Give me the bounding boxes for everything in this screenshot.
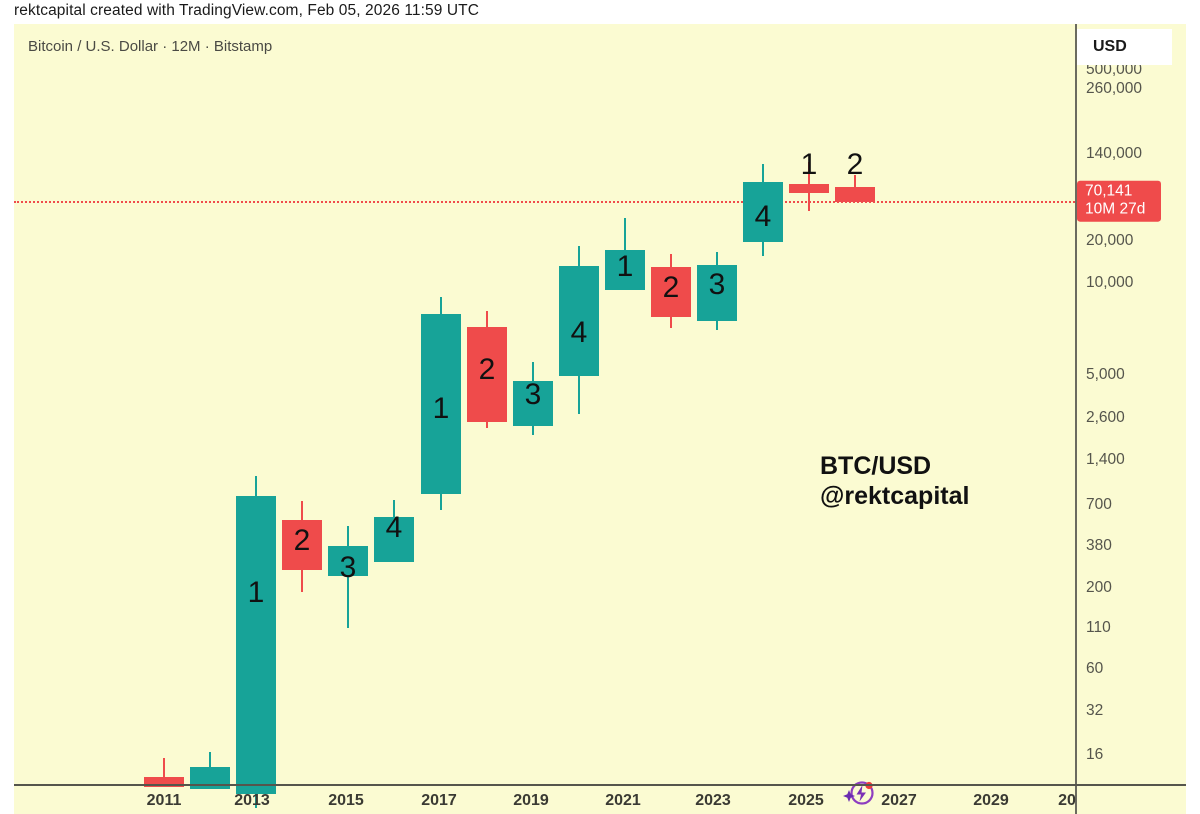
candle-2019[interactable]: 3	[513, 24, 553, 784]
year-tick: 2021	[605, 792, 641, 809]
price-tick: 200	[1086, 579, 1112, 596]
candle-2012[interactable]	[190, 24, 230, 789]
candle-2024[interactable]: 4	[743, 24, 783, 784]
cycle-year-label: 3	[339, 551, 357, 584]
candle-wick	[347, 526, 349, 628]
candle-2018[interactable]: 2	[467, 24, 507, 784]
candle-2026[interactable]: 2	[835, 24, 875, 784]
candle-wick	[163, 758, 165, 787]
current-price-value: 70,141	[1085, 182, 1133, 200]
candle-body	[236, 496, 276, 794]
candle-2021[interactable]: 1	[605, 24, 645, 784]
candle-2014[interactable]: 2	[282, 24, 322, 784]
year-tick: 2015	[328, 792, 364, 809]
watermark-symbol: BTC/USD	[820, 452, 932, 480]
candle-2023[interactable]: 3	[697, 24, 737, 784]
cycle-year-label: 4	[385, 511, 403, 544]
candle-body	[144, 777, 184, 787]
cycle-year-label: 2	[293, 524, 311, 557]
price-tick: 2,600	[1086, 409, 1125, 426]
cycle-year-label: 2	[478, 353, 496, 386]
price-tick: 700	[1086, 496, 1112, 513]
cycle-year-label: 3	[524, 378, 542, 411]
price-tick: 110	[1086, 619, 1111, 636]
right-margin	[1186, 0, 1200, 814]
header-caption: rektcapital created with TradingView.com…	[14, 2, 480, 19]
chart-panel[interactable]: Bitcoin / U.S. Dollar · 12M · Bitstamp 1…	[14, 24, 1186, 814]
price-tick: 16	[1086, 746, 1104, 763]
candle-body	[789, 184, 829, 193]
candle-body	[697, 265, 737, 321]
year-tick: 2029	[973, 792, 1009, 809]
cycle-year-label: 1	[800, 148, 818, 181]
year-tick: 2025	[788, 792, 824, 809]
candle-body	[190, 767, 230, 789]
price-tick: 380	[1086, 537, 1112, 554]
candle-body	[282, 520, 322, 570]
candle-body	[328, 546, 368, 576]
candle-body	[651, 267, 691, 317]
year-tick: 2013	[234, 792, 270, 809]
candle-2016[interactable]: 4	[374, 24, 414, 784]
year-tick: 2027	[881, 792, 917, 809]
cycle-year-label: 2	[662, 271, 680, 304]
candle-2020[interactable]: 4	[559, 24, 599, 784]
time-axis-line	[14, 784, 1186, 786]
price-tick: 60	[1086, 660, 1104, 677]
year-tick: 2011	[146, 792, 182, 809]
price-tick: 10,000	[1086, 274, 1134, 291]
year-tick: 2023	[695, 792, 731, 809]
price-axis[interactable]: 500,000260,000140,00038,00020,00010,0005…	[1077, 24, 1186, 784]
candle-body	[374, 517, 414, 562]
candle-2025[interactable]: 1	[789, 24, 829, 784]
candle-body	[421, 314, 461, 494]
candle-2022[interactable]: 2	[651, 24, 691, 784]
price-tick: 260,000	[1086, 80, 1143, 97]
bar-countdown: 10M 27d	[1085, 200, 1146, 218]
candle-body	[743, 182, 783, 242]
current-price-badge[interactable]: 70,141 10M 27d	[1077, 180, 1161, 222]
cycle-year-label: 4	[570, 316, 588, 349]
candle-2013[interactable]: 1	[236, 24, 276, 808]
chart-watermark: BTC/USD @rektcapital	[820, 452, 969, 511]
candle-body	[559, 266, 599, 376]
price-tick: 20,000	[1086, 232, 1134, 249]
candle-body	[467, 327, 507, 422]
price-tick: 5,000	[1086, 366, 1125, 383]
cycle-year-label: 1	[432, 392, 450, 425]
cycle-year-label: 1	[247, 576, 265, 609]
price-tick: 140,000	[1086, 145, 1143, 162]
price-tick: 32	[1086, 702, 1104, 719]
cycle-year-label: 2	[846, 148, 864, 181]
axis-divider	[1075, 24, 1077, 814]
year-tick: 20	[1058, 792, 1076, 809]
candle-body	[835, 187, 875, 202]
currency-label-box[interactable]: USD	[1077, 29, 1172, 65]
year-tick: 2019	[513, 792, 549, 809]
symbol-legend[interactable]: Bitcoin / U.S. Dollar · 12M · Bitstamp	[28, 38, 273, 55]
price-tick: 500,000	[1086, 61, 1143, 78]
candle-body	[513, 381, 553, 426]
cycle-year-label: 4	[754, 200, 772, 233]
currency-label: USD	[1093, 38, 1127, 55]
candle-2011[interactable]	[144, 24, 184, 787]
time-axis[interactable]: 2011 2013 2015 2017 2019 2021 2023 2025 2027 2029…	[14, 786, 1186, 814]
watermark-handle: @rektcapital	[820, 481, 970, 510]
year-tick: 2017	[421, 792, 457, 809]
candle-2015[interactable]: 3	[328, 24, 368, 784]
price-tick: 1,400	[1086, 451, 1125, 468]
cycle-year-label: 1	[616, 250, 634, 283]
cycle-year-label: 3	[708, 268, 726, 301]
current-price-level-line	[14, 201, 1075, 203]
candle-2017[interactable]: 1	[421, 24, 461, 784]
candle-body	[605, 250, 645, 290]
